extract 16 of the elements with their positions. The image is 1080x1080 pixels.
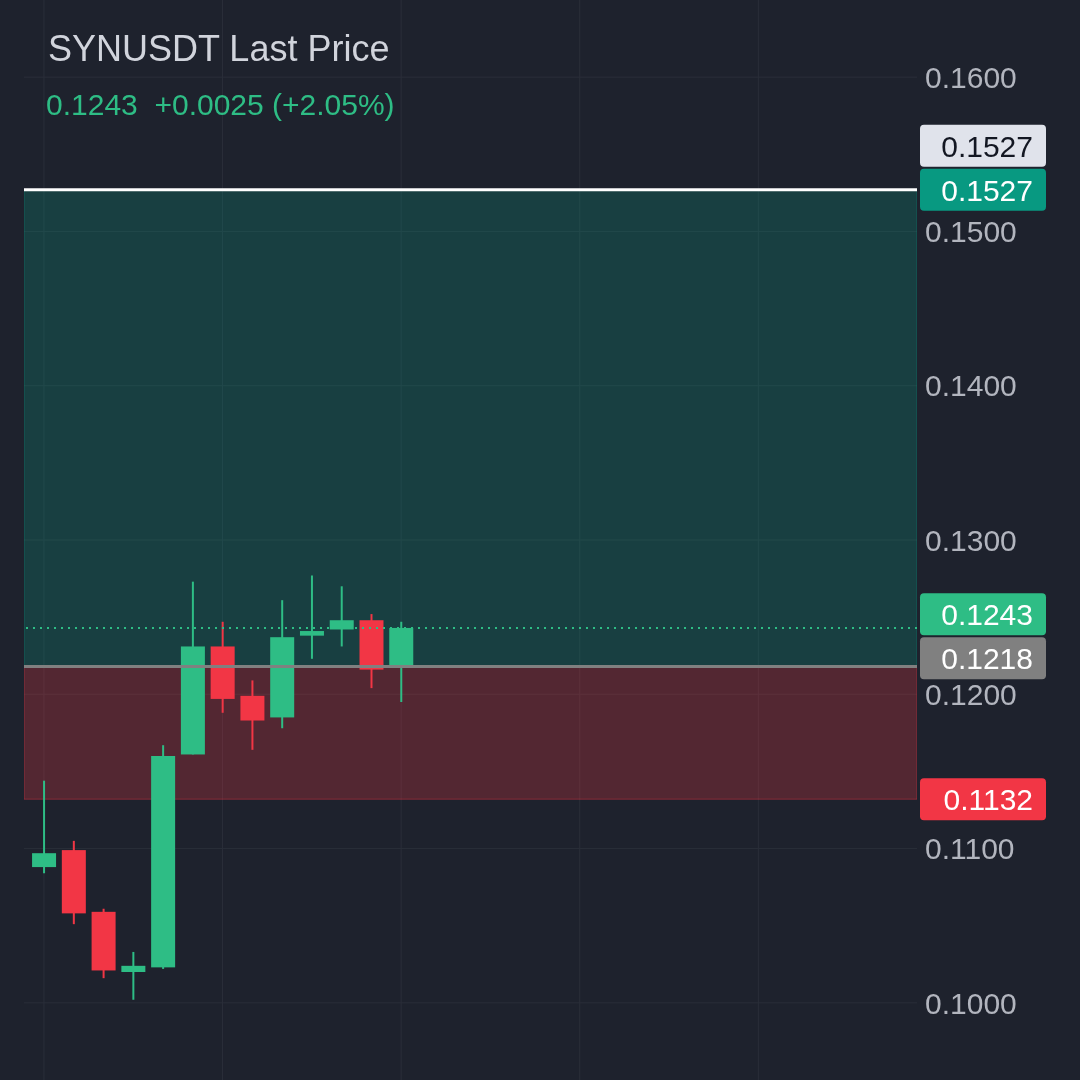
y-tick-label: 0.1500 (925, 215, 1017, 249)
text: SYNUSDT Last Price (48, 28, 390, 70)
text: 0.1243 +0.0025 (+2.05%) (46, 88, 395, 122)
ref-line-label: 0.1527 (941, 129, 1033, 163)
ref-line-label: 0.1243 (941, 598, 1033, 632)
y-tick-label: 0.1300 (925, 523, 1017, 557)
y-tick-label: 0.1600 (925, 60, 1017, 94)
y-tick-label: 0.1400 (925, 369, 1017, 403)
y-tick-label: 0.1200 (925, 677, 1017, 711)
candlestick (121, 950, 146, 1001)
candlestick (32, 779, 57, 875)
ref-line-label: 0.1218 (941, 642, 1033, 676)
band-label: 0.1132 (943, 783, 1033, 817)
y-tick-label: 0.1000 (925, 986, 1017, 1020)
band-label: 0.1527 (941, 173, 1033, 207)
y-tick-label: 0.1100 (925, 832, 1015, 866)
